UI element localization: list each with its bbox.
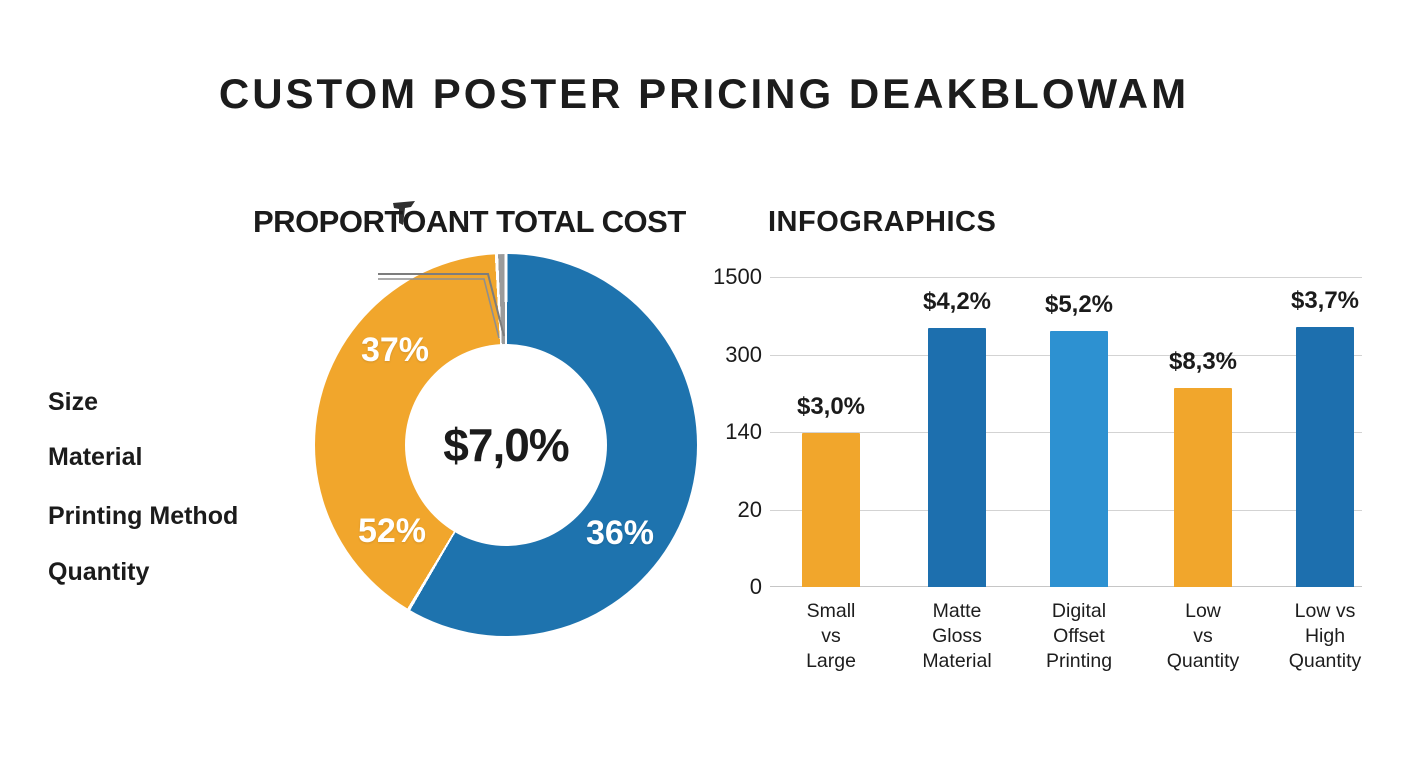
factor-label-material: Material (48, 443, 143, 471)
bar-value-label: $5,2% (1044, 290, 1114, 318)
factor-label-printing-method: Printing Method (48, 502, 239, 530)
bar-category-label: Matte Gloss Material (922, 600, 992, 672)
bar-category-label: Low vs High Quantity (1288, 600, 1362, 672)
bar (802, 432, 860, 587)
bar-category-label: Digital Offset Printing (1045, 600, 1113, 672)
bar-chart-title: INFOGRAPHICS (768, 206, 997, 238)
y-axis-tick-label: 140 (725, 419, 762, 444)
bar (928, 327, 986, 587)
page-title: CUSTOM POSTER PRICING DEAKBLOWAM (218, 70, 1190, 117)
bar-group-matte-gloss-material: $4,2% Matte Gloss Material (922, 277, 991, 672)
donut-segment-label-37: 37% (360, 331, 430, 369)
bar-category-label: Low vs Quantity (1166, 600, 1240, 672)
factor-label-quantity: Quantity (48, 558, 150, 586)
bar (1296, 326, 1354, 587)
donut-segment-label-36: 36% (585, 514, 655, 552)
donut-chart: 37% 52% 36% $7,0% (315, 254, 697, 636)
donut-chart-title: PROPORTOANT TOTAL COST (253, 204, 686, 239)
bar-group-digital-offset-printing: $5,2% Digital Offset Printing (1045, 277, 1113, 672)
y-axis-tick-label: 1500 (713, 264, 762, 289)
bar-chart-plot: 1500 300 140 20 0 $3,0% Small vs Large $… (713, 266, 1362, 672)
bar (1174, 387, 1232, 587)
donut-center: $7,0% (405, 344, 607, 546)
y-axis-tick-label: 20 (737, 496, 762, 522)
title-artifact (391, 199, 419, 231)
bar-value-label: $3,0% (796, 392, 866, 420)
gridline (770, 277, 1362, 278)
bar-value-label: $3,7% (1290, 286, 1360, 314)
y-axis-tick-label: 300 (725, 341, 762, 367)
bar-value-label: $8,3% (1168, 347, 1238, 375)
bar-group-low-vs-quantity: $8,3% Low vs Quantity (1167, 277, 1240, 672)
bar-group-low-vs-high-quantity: $3,7% Low vs High Quantity (1289, 277, 1362, 672)
bar-category-label: Small vs Large (806, 600, 856, 672)
bar-value-label: $4,2% (922, 287, 992, 315)
donut-center-label: $7,0% (443, 419, 569, 471)
bar (1050, 330, 1108, 587)
y-axis-tick-label: 0 (749, 574, 762, 599)
bar-group-small-vs-large: $3,0% Small vs Large (797, 277, 865, 672)
donut-segment-label-52: 52% (357, 512, 427, 550)
factor-label-size: Size (48, 388, 99, 416)
